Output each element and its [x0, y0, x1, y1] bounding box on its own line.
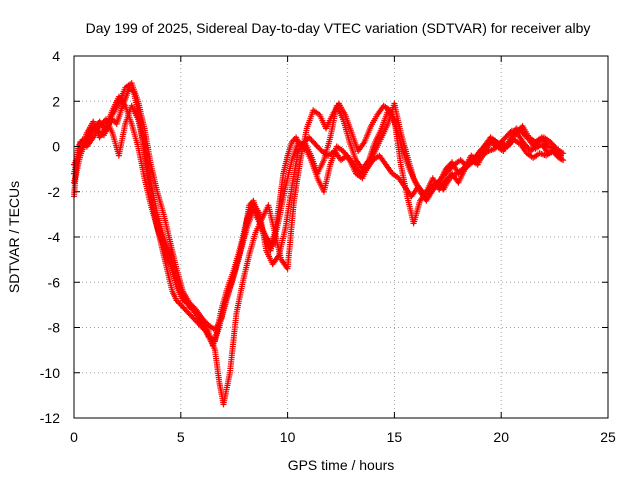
- y-tick-label: -10: [40, 365, 60, 381]
- series-track-3: [71, 93, 564, 345]
- data-point: [547, 139, 554, 145]
- x-tick-label: 0: [70, 429, 78, 445]
- data-point: [558, 152, 564, 159]
- chart-title: Day 199 of 2025, Sidereal Day-to-day VTE…: [86, 20, 591, 36]
- y-tick-label: 0: [52, 139, 60, 155]
- series-track-2: [71, 80, 567, 408]
- y-tick-label: -6: [48, 274, 61, 290]
- x-tick-label: 25: [600, 429, 616, 445]
- x-tick-label: 5: [177, 429, 185, 445]
- x-axis-label: GPS time / hours: [288, 457, 395, 473]
- y-tick-label: -12: [40, 410, 60, 426]
- data-series: [71, 80, 567, 408]
- y-tick-label: 4: [52, 48, 60, 64]
- y-tick-label: -2: [48, 184, 61, 200]
- y-tick-label: -8: [48, 320, 61, 336]
- x-tick-label: 10: [280, 429, 296, 445]
- x-tick-label: 15: [387, 429, 403, 445]
- grid: [74, 56, 608, 418]
- data-point: [460, 165, 467, 172]
- y-axis-label: SDTVAR / TECUs: [6, 181, 22, 293]
- data-point: [551, 145, 558, 152]
- y-tick-label: -4: [48, 229, 61, 245]
- x-tick-label: 20: [493, 429, 509, 445]
- y-tick-label: 2: [52, 93, 60, 109]
- series-track-4: [71, 100, 564, 333]
- data-point: [99, 120, 106, 127]
